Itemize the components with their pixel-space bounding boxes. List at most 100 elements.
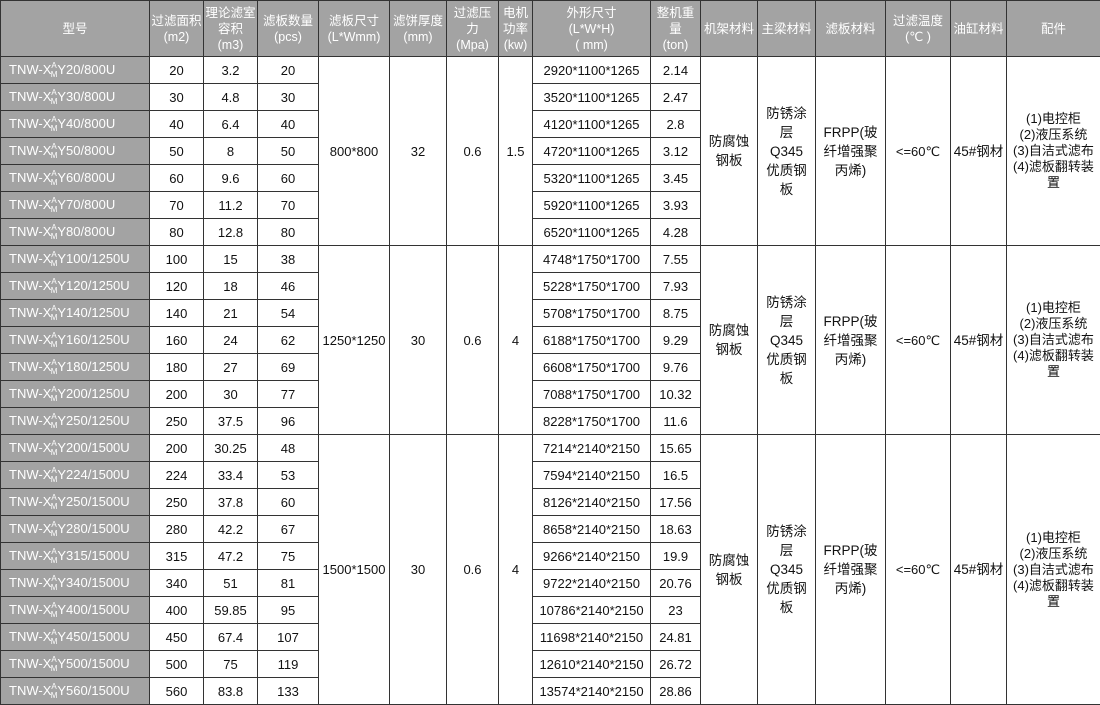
- filter-area-cell: 200: [150, 435, 204, 462]
- model-cell: TNW-XAMY50/800U: [1, 138, 150, 165]
- filter-area-cell: 100: [150, 246, 204, 273]
- temperature-cell: <=60℃: [886, 57, 951, 246]
- motor-power-cell: 1.5: [499, 57, 533, 246]
- chamber-volume-cell: 9.6: [204, 165, 258, 192]
- chamber-volume-cell: 59.85: [204, 597, 258, 624]
- model-prefix: TNW-X: [9, 440, 51, 455]
- model-prefix: TNW-X: [9, 386, 51, 401]
- model-cell: TNW-XAMY30/800U: [1, 84, 150, 111]
- model-suffix: Y560/1500U: [57, 683, 129, 698]
- model-superscript: A: [51, 142, 56, 151]
- dimensions-cell: 9266*2140*2150: [533, 543, 651, 570]
- dimensions-cell: 9722*2140*2150: [533, 570, 651, 597]
- weight-cell: 17.56: [651, 489, 701, 516]
- model-suffix: Y180/1250U: [57, 359, 129, 374]
- model-cell: TNW-XAMY60/800U: [1, 165, 150, 192]
- model-superscript: A: [51, 223, 56, 232]
- model-suffix: Y315/1500U: [57, 548, 129, 563]
- model-suffix: Y120/1250U: [57, 278, 129, 293]
- dimensions-cell: 4120*1100*1265: [533, 111, 651, 138]
- model-suffix: Y20/800U: [57, 62, 115, 77]
- plate-count-cell: 53: [258, 462, 319, 489]
- model-cell: TNW-XAMY40/800U: [1, 111, 150, 138]
- weight-cell: 19.9: [651, 543, 701, 570]
- filter-area-cell: 315: [150, 543, 204, 570]
- chamber-volume-cell: 75: [204, 651, 258, 678]
- temperature-cell: <=60℃: [886, 435, 951, 705]
- plate-count-cell: 48: [258, 435, 319, 462]
- model-cell: TNW-XAMY315/1500U: [1, 543, 150, 570]
- filter-area-cell: 250: [150, 489, 204, 516]
- filter-area-cell: 160: [150, 327, 204, 354]
- plate-count-cell: 119: [258, 651, 319, 678]
- weight-cell: 7.55: [651, 246, 701, 273]
- weight-cell: 2.47: [651, 84, 701, 111]
- plate-count-cell: 95: [258, 597, 319, 624]
- model-superscript: A: [51, 682, 56, 691]
- column-header: 油缸材料: [951, 1, 1007, 57]
- model-prefix: TNW-X: [9, 629, 51, 644]
- model-suffix: Y140/1250U: [57, 305, 129, 320]
- dimensions-cell: 6188*1750*1700: [533, 327, 651, 354]
- model-cell: TNW-XAMY160/1250U: [1, 327, 150, 354]
- chamber-volume-cell: 42.2: [204, 516, 258, 543]
- model-prefix: TNW-X: [9, 656, 51, 671]
- model-suffix: Y100/1250U: [57, 251, 129, 266]
- plate-count-cell: 62: [258, 327, 319, 354]
- frame-material-cell: 防腐蚀 钢板: [701, 435, 758, 705]
- model-superscript: A: [51, 169, 56, 178]
- filter-area-cell: 280: [150, 516, 204, 543]
- column-header: 外形尺寸 (L*W*H) ( mm): [533, 1, 651, 57]
- model-suffix: Y70/800U: [57, 197, 115, 212]
- chamber-volume-cell: 11.2: [204, 192, 258, 219]
- chamber-volume-cell: 67.4: [204, 624, 258, 651]
- model-suffix: Y200/1250U: [57, 386, 129, 401]
- cake-thickness-cell: 30: [390, 435, 447, 705]
- filter-area-cell: 20: [150, 57, 204, 84]
- model-suffix: Y280/1500U: [57, 521, 129, 536]
- plate-count-cell: 50: [258, 138, 319, 165]
- model-cell: TNW-XAMY80/800U: [1, 219, 150, 246]
- dimensions-cell: 5228*1750*1700: [533, 273, 651, 300]
- chamber-volume-cell: 33.4: [204, 462, 258, 489]
- cylinder-material-cell: 45#钢材: [951, 435, 1007, 705]
- plate-size-cell: 1500*1500: [319, 435, 390, 705]
- plate-count-cell: 60: [258, 489, 319, 516]
- header-row: 型号过滤面积 (m2)理论滤室 容积 (m3)滤板数量 (pcs)滤板尺寸 (L…: [1, 1, 1100, 57]
- model-superscript: A: [51, 493, 56, 502]
- model-cell: TNW-XAMY340/1500U: [1, 570, 150, 597]
- frame-material-cell: 防腐蚀 钢板: [701, 57, 758, 246]
- model-cell: TNW-XAMY70/800U: [1, 192, 150, 219]
- filter-area-cell: 200: [150, 381, 204, 408]
- dimensions-cell: 12610*2140*2150: [533, 651, 651, 678]
- weight-cell: 3.93: [651, 192, 701, 219]
- plate-count-cell: 81: [258, 570, 319, 597]
- model-superscript: A: [51, 466, 56, 475]
- plate-material-cell: FRPP(玻 纤增强聚 丙烯): [816, 57, 886, 246]
- plate-count-cell: 69: [258, 354, 319, 381]
- model-subscript: M: [51, 691, 58, 700]
- cake-thickness-cell: 30: [390, 246, 447, 435]
- plate-count-cell: 70: [258, 192, 319, 219]
- weight-cell: 4.28: [651, 219, 701, 246]
- model-prefix: TNW-X: [9, 548, 51, 563]
- beam-material-cell: 防锈涂 层 Q345 优质钢 板: [758, 246, 816, 435]
- plate-count-cell: 67: [258, 516, 319, 543]
- weight-cell: 26.72: [651, 651, 701, 678]
- model-suffix: Y200/1500U: [57, 440, 129, 455]
- dimensions-cell: 7214*2140*2150: [533, 435, 651, 462]
- accessories-cell: (1)电控柜 (2)液压系统 (3)自洁式滤布 (4)滤板翻转装 置: [1007, 246, 1100, 435]
- filter-area-cell: 400: [150, 597, 204, 624]
- motor-power-cell: 4: [499, 246, 533, 435]
- plate-size-cell: 800*800: [319, 57, 390, 246]
- filter-area-cell: 180: [150, 354, 204, 381]
- model-cell: TNW-XAMY560/1500U: [1, 678, 150, 705]
- dimensions-cell: 10786*2140*2150: [533, 597, 651, 624]
- filter-area-cell: 250: [150, 408, 204, 435]
- motor-power-cell: 4: [499, 435, 533, 705]
- chamber-volume-cell: 6.4: [204, 111, 258, 138]
- dimensions-cell: 7594*2140*2150: [533, 462, 651, 489]
- model-prefix: TNW-X: [9, 278, 51, 293]
